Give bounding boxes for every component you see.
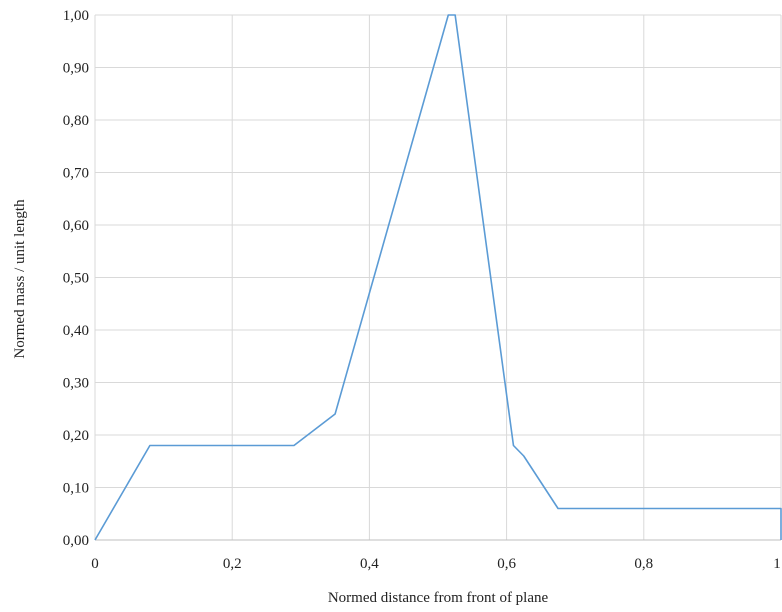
x-tick-label: 0,4 <box>360 556 379 572</box>
y-tick-label: 0,50 <box>63 271 89 287</box>
x-tick-label: 1 <box>773 556 781 572</box>
y-tick-label: 0,80 <box>63 113 89 129</box>
grid-lines <box>94 14 782 541</box>
y-tick-label: 0,00 <box>63 533 89 549</box>
y-tick-label: 0,70 <box>63 166 89 182</box>
x-tick-label: 0,8 <box>634 556 653 572</box>
x-tick-label: 0,6 <box>497 556 516 572</box>
x-axis-ticks: 0 0,2 0,4 0,6 0,8 1 <box>91 556 781 572</box>
y-tick-label: 0,10 <box>63 481 89 497</box>
y-tick-label: 0,60 <box>63 218 89 234</box>
y-tick-label: 0,20 <box>63 428 89 444</box>
series-layer <box>94 14 782 541</box>
x-axis-label: Normed distance from front of plane <box>328 590 549 606</box>
y-tick-label: 0,40 <box>63 323 89 339</box>
y-tick-label: 1,00 <box>63 8 89 24</box>
y-axis-label: Normed mass / unit length <box>12 199 28 359</box>
x-tick-label: 0,2 <box>223 556 242 572</box>
x-tick-label: 0 <box>91 556 99 572</box>
y-tick-label: 0,30 <box>63 376 89 392</box>
y-axis-ticks: 0,00 0,10 0,20 0,30 0,40 0,50 0,60 0,70 0,80 0,90… <box>63 8 89 549</box>
y-tick-label: 0,90 <box>63 61 89 77</box>
